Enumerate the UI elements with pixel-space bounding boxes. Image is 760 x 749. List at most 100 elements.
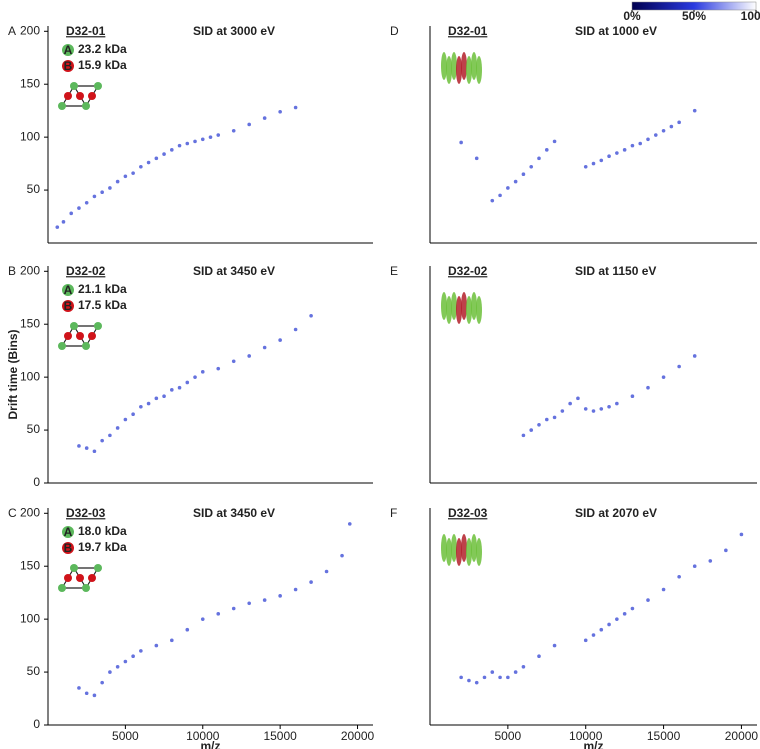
data-point (77, 686, 81, 690)
subunit (64, 574, 72, 582)
data-point (293, 587, 298, 592)
x-tick-label: 5000 (112, 729, 139, 743)
data-point (537, 654, 541, 658)
data-point (185, 141, 190, 146)
subunit-letter: B (64, 541, 73, 555)
y-axis-label: Drift time (Bins) (6, 329, 20, 419)
data-point (552, 643, 557, 648)
data-point (661, 375, 666, 379)
y-tick-label: 200 (20, 505, 40, 519)
y-tick-label: 150 (20, 76, 40, 90)
data-point (92, 693, 97, 698)
helix (461, 534, 467, 562)
data-point (177, 385, 182, 390)
data-point (193, 375, 197, 379)
colorbar-label: 0% (623, 9, 641, 23)
data-point (599, 158, 604, 163)
data-point (108, 433, 112, 438)
helix (456, 56, 462, 84)
data-point (622, 148, 627, 152)
data-point (115, 426, 120, 430)
sample-name: D32-01 (66, 24, 106, 38)
data-point (677, 364, 681, 369)
data-point (231, 128, 236, 133)
data-point (544, 148, 549, 152)
subunit (94, 82, 102, 90)
panel-title: SID at 2070 eV (575, 506, 657, 520)
data-point (123, 659, 128, 664)
data-point (521, 433, 526, 438)
data-point (231, 606, 236, 611)
data-point (537, 422, 541, 427)
data-point (278, 594, 282, 598)
y-tick-label: 0 (33, 475, 40, 489)
helix (476, 56, 482, 84)
data-point (544, 417, 549, 422)
helix (461, 52, 467, 80)
subunit (70, 322, 78, 330)
helix (446, 538, 452, 566)
data-point (490, 670, 495, 674)
data-point (92, 449, 97, 454)
data-point (630, 606, 635, 611)
x-tick-label: 10000 (186, 729, 220, 743)
subunit-icon (62, 300, 74, 312)
y-tick-label: 100 (20, 369, 40, 383)
data-point (293, 327, 298, 332)
data-point (100, 190, 104, 194)
data-point (630, 143, 635, 148)
subunit (82, 342, 90, 350)
colorbar-label: 100% (741, 9, 760, 23)
data-point (591, 409, 596, 413)
data-point (724, 548, 728, 553)
data-point (231, 359, 236, 364)
helix (446, 296, 452, 324)
data-point (607, 404, 611, 409)
data-point (615, 617, 619, 621)
structure-image (441, 52, 482, 84)
subunit (70, 82, 78, 90)
data-point (591, 633, 596, 637)
data-point (661, 587, 666, 592)
data-point (170, 148, 174, 152)
data-point (278, 338, 282, 342)
data-point (583, 407, 588, 411)
panel-title: SID at 1000 eV (575, 24, 657, 38)
data-point (552, 139, 557, 144)
data-point (200, 370, 205, 374)
subunit (82, 102, 90, 110)
y-tick-label: 100 (20, 129, 40, 143)
x-tick-label: 20000 (725, 729, 759, 743)
data-point (576, 396, 580, 401)
data-point (622, 612, 627, 616)
x-tick-label: 20000 (341, 729, 375, 743)
structure-image (441, 534, 482, 566)
subunit-icon (62, 44, 74, 56)
data-point (739, 532, 744, 537)
subunit-icon (62, 60, 74, 72)
subunit (70, 564, 78, 572)
data-point (467, 678, 471, 683)
helix (476, 296, 482, 324)
y-tick-label: 150 (20, 558, 40, 572)
data-point (498, 193, 502, 198)
data-point (347, 522, 352, 526)
data-point (77, 444, 81, 448)
data-point (646, 598, 650, 602)
data-point (529, 164, 534, 169)
subunit (58, 584, 66, 592)
panel-title: SID at 3450 eV (193, 506, 275, 520)
subunit-mass: 17.5 kDa (78, 298, 127, 312)
data-point (108, 670, 112, 674)
subunit-letter: A (64, 525, 73, 539)
helix (456, 296, 462, 324)
data-point (216, 612, 221, 616)
data-point (513, 179, 518, 184)
sample-name: D32-01 (448, 24, 488, 38)
data-point (521, 172, 526, 176)
data-point (108, 186, 112, 190)
x-tick-label: 15000 (647, 729, 681, 743)
data-point (568, 401, 572, 406)
data-point (84, 446, 89, 450)
